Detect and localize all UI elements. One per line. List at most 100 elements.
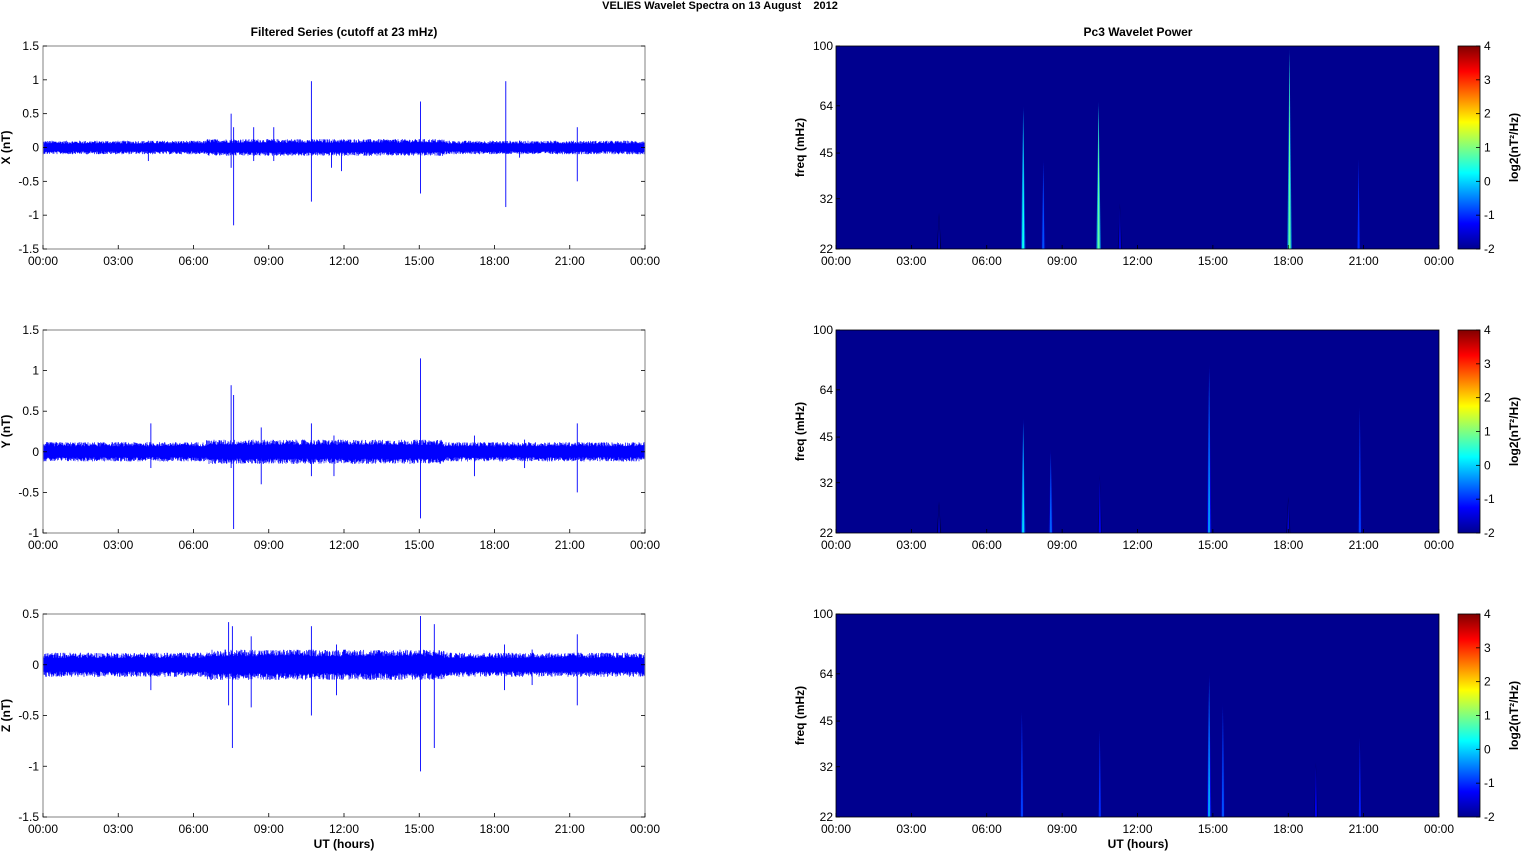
x-tick-label: 15:00 bbox=[1198, 254, 1228, 268]
y-axis-label: freq (mHz) bbox=[793, 118, 807, 177]
colorbar-tick-label: 3 bbox=[1484, 73, 1491, 87]
colorbar-tick-label: 4 bbox=[1484, 39, 1491, 53]
y-axis-label: X (nT) bbox=[0, 131, 13, 165]
x-tick-label: 09:00 bbox=[1047, 254, 1077, 268]
y-tick-label: 1.5 bbox=[22, 323, 39, 337]
y-tick-label: 45 bbox=[820, 430, 834, 444]
y-tick-label: 64 bbox=[820, 383, 834, 397]
timeseries-panel-2: 1.510.50-0.5-100:00 03:00 06:00 09:00 12:00 1… bbox=[0, 323, 660, 552]
y-tick-label: -1 bbox=[28, 759, 39, 773]
colorbar-tick-label: 1 bbox=[1484, 141, 1491, 155]
y-tick-label: 32 bbox=[820, 476, 834, 490]
x-tick-label: 06:00 bbox=[972, 822, 1002, 836]
y-tick-label: 0 bbox=[32, 445, 39, 459]
x-tick-label: 12:00 bbox=[329, 538, 359, 552]
x-tick-label: 18:00 bbox=[1273, 822, 1303, 836]
x-tick-label: 00:00 bbox=[821, 538, 851, 552]
power-burst bbox=[1098, 730, 1101, 817]
y-tick-label: 32 bbox=[820, 760, 834, 774]
y-tick-label: 0 bbox=[32, 141, 39, 155]
x-tick-label: 15:00 bbox=[404, 254, 434, 268]
x-tick-label: 00:00 bbox=[1424, 822, 1454, 836]
x-tick-label: 09:00 bbox=[1047, 538, 1077, 552]
y-tick-label: 0.5 bbox=[22, 107, 39, 121]
x-tick-label: 06:00 bbox=[178, 254, 208, 268]
power-burst bbox=[1020, 712, 1024, 817]
power-burst bbox=[1314, 766, 1317, 817]
x-tick-label: 00:00 bbox=[630, 538, 660, 552]
x-tick-label: 15:00 bbox=[1198, 822, 1228, 836]
colorbar-tick-label: 1 bbox=[1484, 425, 1491, 439]
x-tick-label: 06:00 bbox=[178, 822, 208, 836]
colorbar-tick-label: 0 bbox=[1484, 742, 1491, 756]
colorbar-tick-label: 2 bbox=[1484, 107, 1491, 121]
x-tick-label: 00:00 bbox=[821, 254, 851, 268]
left-column-title: Filtered Series (cutoff at 23 mHz) bbox=[251, 25, 438, 39]
x-tick-label: 03:00 bbox=[896, 538, 926, 552]
power-burst bbox=[1118, 207, 1122, 249]
colorbar-tick-label: 4 bbox=[1484, 323, 1491, 337]
power-burst bbox=[1022, 110, 1025, 249]
right-x-axis-label: UT (hours) bbox=[1108, 837, 1169, 851]
y-tick-label: 64 bbox=[820, 667, 834, 681]
power-burst bbox=[937, 216, 941, 249]
y-tick-label: -0.5 bbox=[18, 709, 39, 723]
x-tick-label: 18:00 bbox=[1273, 538, 1303, 552]
plot-area bbox=[43, 614, 645, 817]
y-tick-label: 32 bbox=[820, 192, 834, 206]
colorbar-tick-label: -1 bbox=[1484, 776, 1495, 790]
x-tick-label: 06:00 bbox=[972, 254, 1002, 268]
y-tick-label: 22 bbox=[820, 526, 834, 540]
colorbar-tick-label: 1 bbox=[1484, 709, 1491, 723]
x-tick-label: 00:00 bbox=[28, 822, 58, 836]
plot-area bbox=[43, 330, 645, 533]
y-tick-label: -1.5 bbox=[18, 242, 39, 256]
x-tick-label: 09:00 bbox=[1047, 822, 1077, 836]
right-column-title: Pc3 Wavelet Power bbox=[1084, 25, 1193, 39]
x-tick-label: 21:00 bbox=[555, 822, 585, 836]
power-burst bbox=[1358, 736, 1361, 817]
colorbar-tick-label: 3 bbox=[1484, 641, 1491, 655]
x-tick-label: 18:00 bbox=[479, 538, 509, 552]
y-tick-label: 22 bbox=[820, 810, 834, 824]
heatmap-background bbox=[836, 614, 1439, 817]
y-tick-label: 0.5 bbox=[22, 404, 39, 418]
y-tick-label: 1 bbox=[32, 364, 39, 378]
left-x-axis-label: UT (hours) bbox=[314, 837, 375, 851]
colorbar-tick-label: -1 bbox=[1484, 492, 1495, 506]
y-tick-label: 100 bbox=[813, 607, 833, 621]
x-tick-label: 15:00 bbox=[404, 822, 434, 836]
power-burst bbox=[1208, 368, 1211, 533]
power-burst bbox=[1221, 706, 1225, 817]
colorbar-tick-label: 3 bbox=[1484, 357, 1491, 371]
power-burst bbox=[1288, 52, 1291, 249]
power-burst bbox=[1358, 407, 1361, 533]
power-burst bbox=[1022, 422, 1025, 533]
figure-title: VELIES Wavelet Spectra on 13 August 2012 bbox=[602, 0, 838, 12]
y-tick-label: -1 bbox=[28, 526, 39, 540]
heatmap-background bbox=[836, 46, 1439, 249]
x-tick-label: 09:00 bbox=[254, 538, 284, 552]
x-tick-label: 21:00 bbox=[1349, 822, 1379, 836]
x-tick-label: 00:00 bbox=[28, 538, 58, 552]
timeseries-panel-1: 1.510.50-0.5-1-1.500:00 03:00 06:00 09:00 12… bbox=[0, 39, 660, 268]
colorbar-label: log2(nT²/Hz) bbox=[1507, 397, 1521, 466]
y-tick-label: 45 bbox=[820, 146, 834, 160]
y-axis-label: Z (nT) bbox=[0, 699, 13, 732]
y-tick-label: 64 bbox=[820, 99, 834, 113]
x-tick-label: 15:00 bbox=[404, 538, 434, 552]
colorbar-tick-label: -1 bbox=[1484, 208, 1495, 222]
y-tick-label: 0 bbox=[32, 658, 39, 672]
power-burst bbox=[1357, 159, 1360, 249]
x-tick-label: 09:00 bbox=[254, 254, 284, 268]
x-tick-label: 12:00 bbox=[1122, 538, 1152, 552]
x-tick-label: 00:00 bbox=[1424, 538, 1454, 552]
x-tick-label: 03:00 bbox=[103, 822, 133, 836]
x-tick-label: 00:00 bbox=[1424, 254, 1454, 268]
x-tick-label: 18:00 bbox=[479, 254, 509, 268]
power-burst bbox=[1097, 105, 1100, 249]
x-tick-label: 03:00 bbox=[896, 254, 926, 268]
